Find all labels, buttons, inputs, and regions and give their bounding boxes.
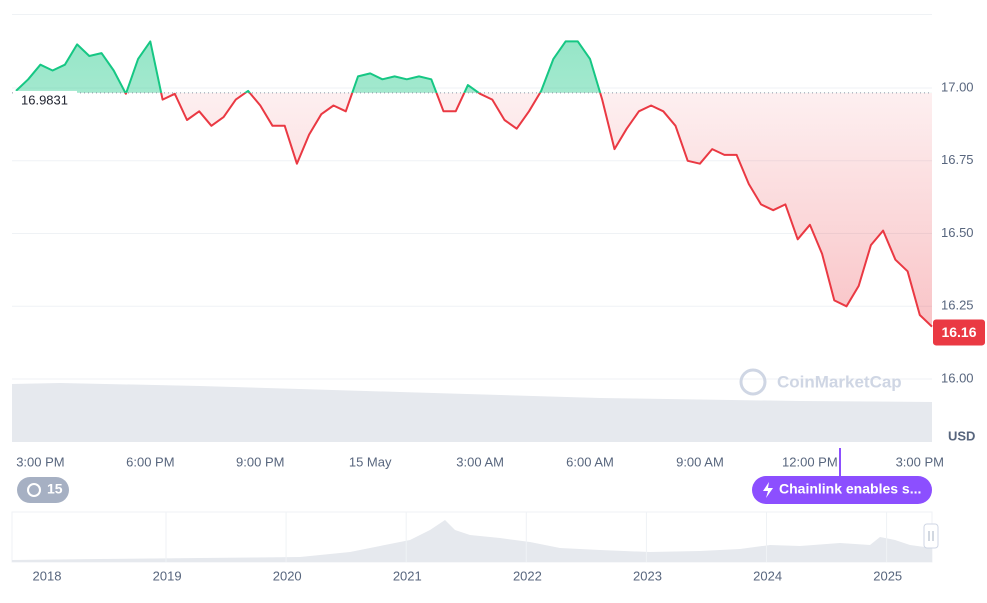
baseline-label: 16.9831 — [21, 92, 68, 107]
watermark: CoinMarketCap — [739, 368, 902, 396]
x-tick-label: 9:00 AM — [676, 454, 724, 469]
navigator-label: 2021 — [393, 568, 422, 583]
y-tick-label: 16.25 — [941, 298, 974, 313]
navigator-label: 2022 — [513, 568, 542, 583]
y-tick-label: 17.00 — [941, 79, 974, 94]
y-tick-label: 16.00 — [941, 370, 974, 385]
navigator[interactable] — [11, 511, 939, 563]
x-tick-label: 15 May — [349, 454, 392, 469]
last-price-bg — [933, 319, 985, 346]
currency-label: USD — [948, 428, 975, 443]
history-badge[interactable]: 15 — [17, 477, 69, 503]
navigator-label: 2019 — [153, 568, 182, 583]
x-tick-label: 6:00 AM — [566, 454, 614, 469]
event-pill[interactable]: Chainlink enables s... — [752, 448, 932, 504]
area-down — [125, 92, 932, 327]
x-tick-label: 3:00 PM — [896, 454, 944, 469]
x-tick-label: 6:00 PM — [126, 454, 174, 469]
x-tick-label: 12:00 PM — [782, 454, 838, 469]
event-text: Chainlink enables s... — [779, 481, 921, 497]
x-tick-label: 9:00 PM — [236, 454, 284, 469]
navigator-label: 2023 — [633, 568, 662, 583]
watermark-text: CoinMarketCap — [777, 372, 902, 391]
navigator-label: 2024 — [753, 568, 782, 583]
badge-text: 15 — [47, 481, 63, 497]
y-tick-label: 16.75 — [941, 152, 974, 167]
x-tick-label: 3:00 AM — [456, 454, 504, 469]
price-line-down — [124, 92, 933, 328]
x-tick-label: 3:00 PM — [16, 454, 64, 469]
volume-area — [12, 383, 932, 442]
last-price-label: 16.16 — [941, 324, 976, 340]
navigator-label: 2018 — [33, 568, 62, 583]
y-tick-label: 16.50 — [941, 225, 974, 240]
navigator-label: 2025 — [873, 568, 902, 583]
navigator-label: 2020 — [273, 568, 302, 583]
baseline-label-bg — [15, 90, 77, 111]
price-line-up — [15, 40, 602, 93]
frame-top — [12, 14, 932, 15]
area-up — [16, 41, 932, 93]
